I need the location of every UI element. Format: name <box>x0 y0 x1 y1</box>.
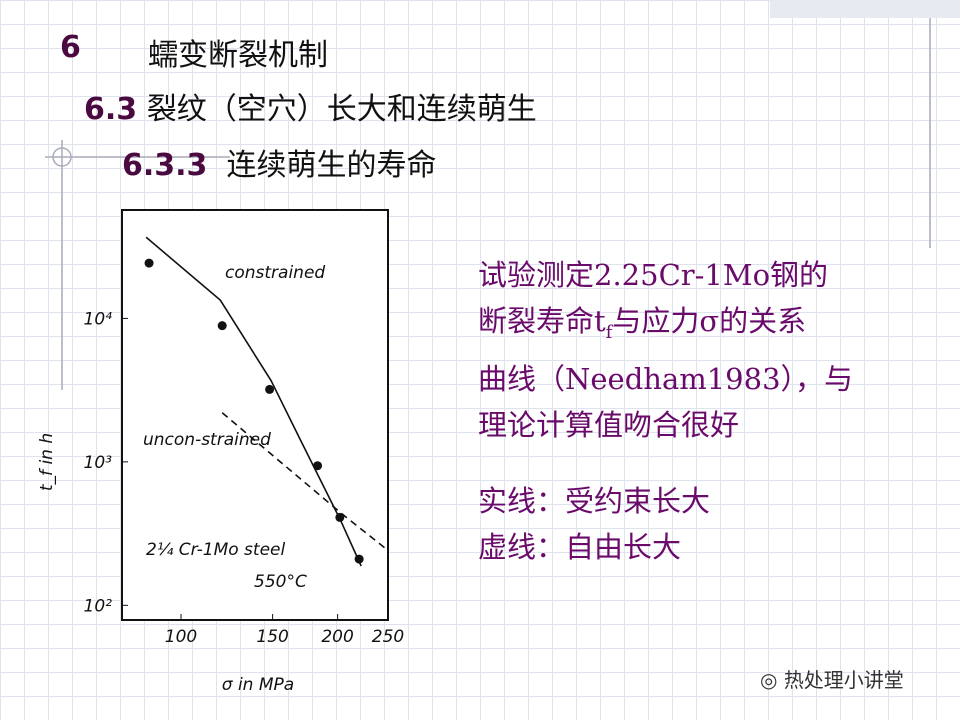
data-point <box>217 321 227 331</box>
series-label: uncon-strained <box>143 430 271 450</box>
text-line: 理论计算值吻合很好 <box>478 407 740 442</box>
data-point <box>265 384 275 394</box>
x-tick-label: 100 <box>165 627 197 647</box>
plot-frame <box>121 209 389 621</box>
y-tick-label: 10⁴ <box>84 309 113 329</box>
text-line: 虚线：自由长大 <box>478 529 682 564</box>
text: 与应力σ的关系 <box>612 304 807 338</box>
annotation: 550°C <box>254 572 307 592</box>
series-label: constrained <box>225 263 325 283</box>
y-tick-label: 10² <box>84 596 113 616</box>
chapter-title: 蠕变断裂机制 <box>148 38 328 73</box>
subsection-title: 连续萌生的寿命 <box>226 148 437 183</box>
subscript: f <box>605 321 613 343</box>
y-tick-label: 10³ <box>84 453 113 473</box>
section-title: 裂纹（空穴）长大和连续萌生 <box>146 92 537 127</box>
text-line: 实线：受约束长大 <box>478 483 711 518</box>
y-axis-label: t_f in h <box>37 433 57 491</box>
x-tick-label: 150 <box>256 627 288 647</box>
data-point <box>144 258 154 268</box>
text-line: 试验测定2.25Cr-1Mo钢的 <box>478 258 829 292</box>
section-number: 6.3 <box>84 92 138 127</box>
description: 试验测定2.25Cr-1Mo钢的 断裂寿命tf与应力σ的关系 曲线（Needha… <box>478 252 853 570</box>
subsection-number: 6.3.3 <box>122 148 208 183</box>
text: 断裂寿命t <box>478 304 606 338</box>
watermark: ◎ 热处理小讲堂 <box>760 668 904 692</box>
x-tick-label: 250 <box>372 627 404 647</box>
x-tick-label: 200 <box>321 627 353 647</box>
x-axis-label: σ in MPa <box>222 675 294 695</box>
text-line: 曲线（Needham1983），与 <box>478 361 854 396</box>
data-line <box>145 236 362 567</box>
chapter-number: 6 <box>60 30 81 65</box>
data-line <box>221 412 387 550</box>
text-line: 断裂寿命tf与应力σ的关系 <box>478 298 853 356</box>
annotation: 2¼ Cr-1Mo steel <box>146 540 285 560</box>
watermark-text: 热处理小讲堂 <box>783 668 904 692</box>
